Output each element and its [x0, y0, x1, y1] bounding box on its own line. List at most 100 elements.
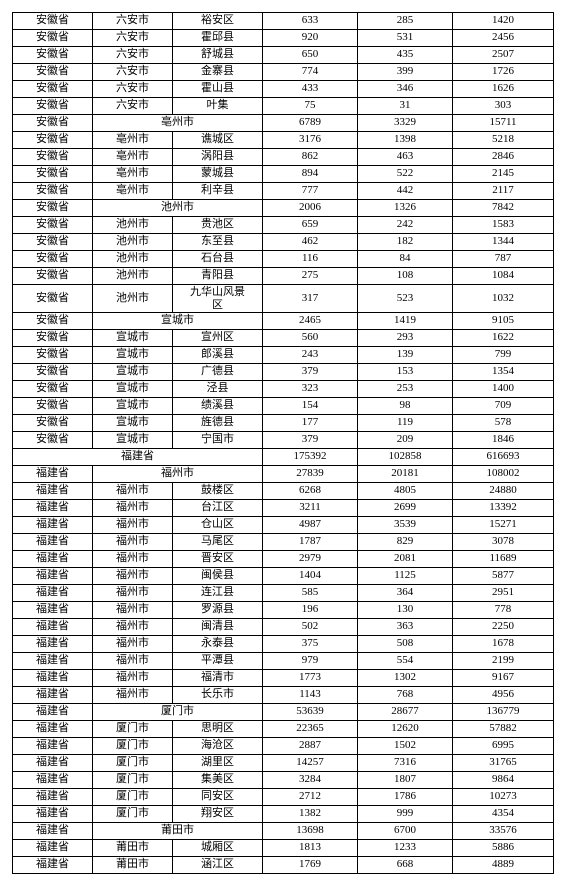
- value-cell: 375: [263, 636, 358, 653]
- value-cell: 285: [358, 13, 453, 30]
- province-cell: 安徽省: [13, 200, 93, 217]
- province-cell: 福建省: [13, 466, 93, 483]
- value-cell: 24880: [453, 483, 554, 500]
- value-cell: 7842: [453, 200, 554, 217]
- value-cell: 2979: [263, 551, 358, 568]
- label-cell: 宣城市: [93, 330, 173, 347]
- table-row: 福建省莆田市13698670033576: [13, 823, 554, 840]
- label-cell: 厦门市: [93, 772, 173, 789]
- value-cell: 253: [358, 381, 453, 398]
- value-cell: 778: [453, 602, 554, 619]
- value-cell: 777: [263, 183, 358, 200]
- table-row: 福建省福州市仓山区4987353915271: [13, 517, 554, 534]
- table-row: 福建省厦门市海沧区288715026995: [13, 738, 554, 755]
- label-cell: 福建省: [13, 636, 93, 653]
- label-cell: 池州市: [93, 217, 173, 234]
- label-cell: 永泰县: [173, 636, 263, 653]
- label-cell: 石台县: [173, 251, 263, 268]
- value-cell: 554: [358, 653, 453, 670]
- label-cell: 安徽省: [13, 47, 93, 64]
- table-row: 福建省厦门市湖里区14257731631765: [13, 755, 554, 772]
- label-cell: 同安区: [173, 789, 263, 806]
- label-cell: 裕安区: [173, 13, 263, 30]
- value-cell: 979: [263, 653, 358, 670]
- label-cell: 安徽省: [13, 330, 93, 347]
- value-cell: 1233: [358, 840, 453, 857]
- value-cell: 10273: [453, 789, 554, 806]
- value-cell: 3176: [263, 132, 358, 149]
- table-row: 安徽省亳州市蒙城县8945222145: [13, 166, 554, 183]
- label-cell: 罗源县: [173, 602, 263, 619]
- label-cell: 福建省: [13, 789, 93, 806]
- table-row: 安徽省宣城市绩溪县15498709: [13, 398, 554, 415]
- value-cell: 774: [263, 64, 358, 81]
- table-row: 安徽省池州市200613267842: [13, 200, 554, 217]
- label-cell: 宣州区: [173, 330, 263, 347]
- value-cell: 2117: [453, 183, 554, 200]
- value-cell: 5218: [453, 132, 554, 149]
- label-cell: 鼓楼区: [173, 483, 263, 500]
- label-cell: 福建省: [13, 500, 93, 517]
- value-cell: 435: [358, 47, 453, 64]
- label-cell: 泾县: [173, 381, 263, 398]
- value-cell: 2846: [453, 149, 554, 166]
- label-cell: 涡阳县: [173, 149, 263, 166]
- label-cell: 六安市: [93, 64, 173, 81]
- label-cell: 仓山区: [173, 517, 263, 534]
- value-cell: 57882: [453, 721, 554, 738]
- label-cell: 安徽省: [13, 166, 93, 183]
- value-cell: 633: [263, 13, 358, 30]
- label-cell: 福建省: [13, 585, 93, 602]
- province-cell: 福建省: [13, 704, 93, 721]
- city-summary-label: 池州市: [93, 200, 263, 217]
- value-cell: 1084: [453, 268, 554, 285]
- value-cell: 6789: [263, 115, 358, 132]
- value-cell: 709: [453, 398, 554, 415]
- value-cell: 119: [358, 415, 453, 432]
- value-cell: 508: [358, 636, 453, 653]
- label-cell: 翔安区: [173, 806, 263, 823]
- value-cell: 379: [263, 432, 358, 449]
- label-cell: 福州市: [93, 636, 173, 653]
- value-cell: 4354: [453, 806, 554, 823]
- label-cell: 福建省: [13, 806, 93, 823]
- value-cell: 1626: [453, 81, 554, 98]
- value-cell: 9105: [453, 313, 554, 330]
- value-cell: 4956: [453, 687, 554, 704]
- city-summary-label: 亳州市: [93, 115, 263, 132]
- label-cell: 厦门市: [93, 806, 173, 823]
- label-cell: 安徽省: [13, 183, 93, 200]
- label-cell: 宣城市: [93, 432, 173, 449]
- label-cell: 池州市: [93, 251, 173, 268]
- table-row: 安徽省亳州市6789332915711: [13, 115, 554, 132]
- label-cell: 宣城市: [93, 398, 173, 415]
- value-cell: 5886: [453, 840, 554, 857]
- label-cell: 谯城区: [173, 132, 263, 149]
- value-cell: 2887: [263, 738, 358, 755]
- label-cell: 闽侯县: [173, 568, 263, 585]
- province-summary-label: 福建省: [13, 449, 263, 466]
- table-row: 福建省福州市晋安区2979208111689: [13, 551, 554, 568]
- label-cell: 福建省: [13, 772, 93, 789]
- data-table: 安徽省六安市裕安区6332851420安徽省六安市霍邱县9205312456安徽…: [12, 12, 554, 874]
- value-cell: 1419: [358, 313, 453, 330]
- table-row: 福建省福州市鼓楼区6268480524880: [13, 483, 554, 500]
- label-cell: 六安市: [93, 98, 173, 115]
- value-cell: 1125: [358, 568, 453, 585]
- label-cell: 福州市: [93, 534, 173, 551]
- value-cell: 1678: [453, 636, 554, 653]
- label-cell: 福州市: [93, 687, 173, 704]
- label-cell: 安徽省: [13, 64, 93, 81]
- table-row: 安徽省亳州市涡阳县8624632846: [13, 149, 554, 166]
- value-cell: 130: [358, 602, 453, 619]
- label-cell: 福建省: [13, 857, 93, 874]
- value-cell: 6995: [453, 738, 554, 755]
- label-cell: 福清市: [173, 670, 263, 687]
- label-cell: 宣城市: [93, 415, 173, 432]
- table-row: 安徽省宣城市246514199105: [13, 313, 554, 330]
- value-cell: 787: [453, 251, 554, 268]
- label-cell: 福建省: [13, 619, 93, 636]
- value-cell: 1583: [453, 217, 554, 234]
- value-cell: 3329: [358, 115, 453, 132]
- value-cell: 28677: [358, 704, 453, 721]
